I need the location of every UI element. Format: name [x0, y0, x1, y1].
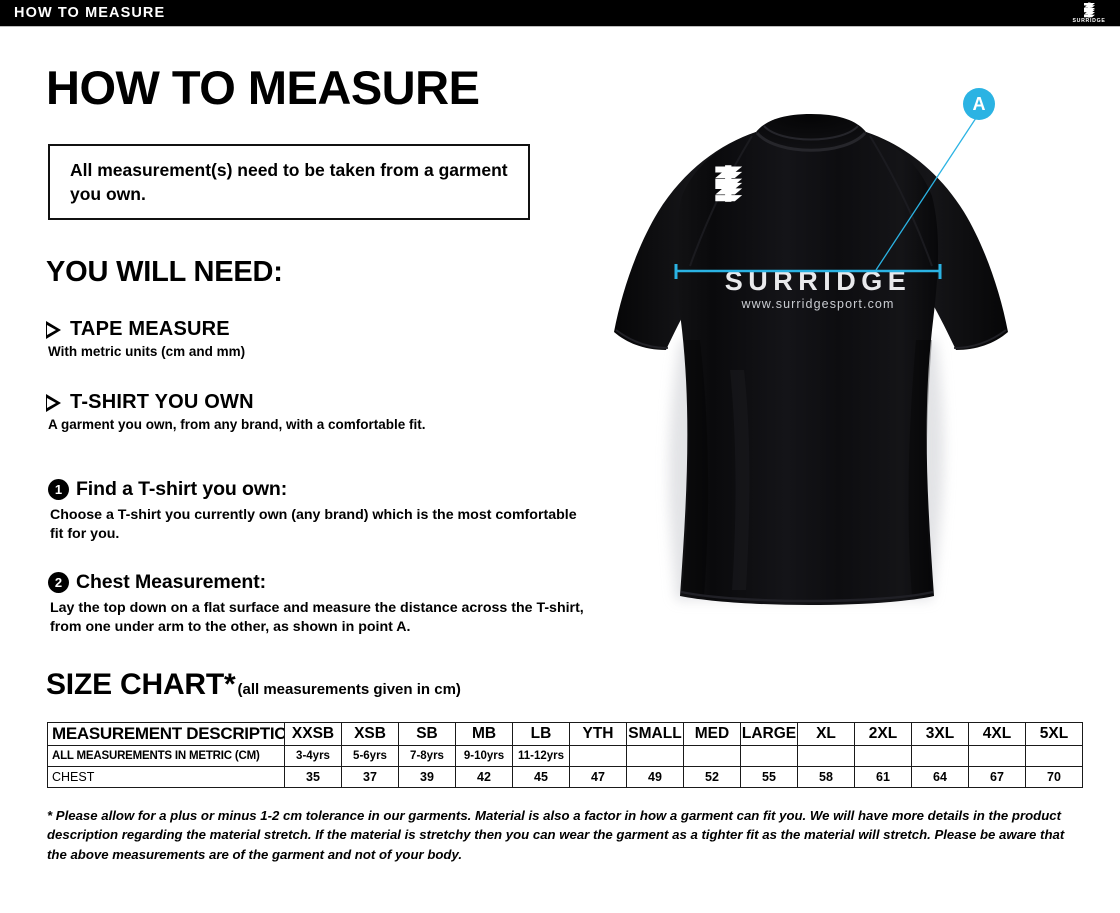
table-cell: 52 — [683, 766, 741, 788]
step-number-badge: 1 — [48, 479, 69, 500]
table-cell: 47 — [569, 766, 627, 788]
size-chart-table: MEASUREMENT DESCRIPTION XXSB XSB SB MB LB YTH S… — [47, 722, 1083, 788]
table-cell — [968, 745, 1026, 767]
table-header-size: 4XL — [968, 722, 1026, 746]
step-number-badge: 2 — [48, 572, 69, 593]
table-row: CHEST 35 37 39 42 45 47 49 52 55 58 61 64 67 70 — [47, 766, 1083, 788]
table-cell: 37 — [341, 766, 399, 788]
table-header-row: MEASUREMENT DESCRIPTION XXSB XSB SB MB LB YTH S… — [47, 722, 1083, 746]
table-cell: 5-6yrs — [341, 745, 399, 767]
step-chest-measurement: 2 Chest Measurement: Lay the top down on… — [48, 571, 588, 636]
chest-print-url: www.surridgesport.com — [741, 297, 895, 311]
table-header-size: 5XL — [1025, 722, 1083, 746]
table-cell: 35 — [284, 766, 342, 788]
table-cell: 42 — [455, 766, 513, 788]
table-header-size: XL — [797, 722, 855, 746]
table-header-size: XXSB — [284, 722, 342, 746]
step-find-tshirt: 1 Find a T-shirt you own: Choose a T-shi… — [48, 478, 588, 543]
table-header-size: YTH — [569, 722, 627, 746]
surridge-s-mark-icon — [715, 165, 743, 202]
table-row-label: CHEST — [47, 766, 285, 788]
table-row: ALL MEASUREMENTS IN METRIC (CM) 3-4yrs 5-6… — [47, 745, 1083, 767]
table-cell: 45 — [512, 766, 570, 788]
table-cell — [854, 745, 912, 767]
need-item-tshirt: T-SHIRT YOU OWN A garment you own, from … — [46, 391, 426, 432]
table-cell: 7-8yrs — [398, 745, 456, 767]
top-bar-title: HOW TO MEASURE — [14, 5, 166, 21]
table-cell: 61 — [854, 766, 912, 788]
table-cell — [569, 745, 627, 767]
tshirt-illustration: SURRIDGE www.surridgesport.com A — [580, 40, 1040, 660]
table-cell — [797, 745, 855, 767]
table-header-size: 3XL — [911, 722, 969, 746]
table-cell — [683, 745, 741, 767]
table-cell: 70 — [1025, 766, 1083, 788]
table-cell — [740, 745, 798, 767]
need-item-tape-measure: TAPE MEASURE With metric units (cm and m… — [46, 318, 245, 359]
step-title: Find a T-shirt you own: — [76, 478, 288, 500]
size-chart-note: (all measurements given in cm) — [237, 681, 461, 698]
need-item-subtitle: With metric units (cm and mm) — [48, 344, 246, 359]
step-body: Choose a T-shirt you currently own (any … — [50, 507, 577, 542]
top-bar: HOW TO MEASURE SURRIDGE — [0, 0, 1120, 27]
table-cell: 9-10yrs — [455, 745, 513, 767]
table-cell: 11-12yrs — [512, 745, 570, 767]
size-chart-heading: SIZE CHART* (all measurements given in c… — [46, 668, 461, 702]
triangle-outline-icon — [46, 393, 61, 412]
table-cell: 39 — [398, 766, 456, 788]
step-title: Chest Measurement: — [76, 571, 267, 593]
page-title: HOW TO MEASURE — [46, 61, 480, 114]
table-cell — [626, 745, 684, 767]
you-will-need-heading: YOU WILL NEED: — [46, 256, 283, 288]
notice-text: All measurement(s) need to be taken from… — [70, 160, 508, 204]
table-cell: 67 — [968, 766, 1026, 788]
table-header-size: MB — [455, 722, 513, 746]
step-body: Lay the top down on a flat surface and m… — [50, 600, 584, 635]
table-row-label: ALL MEASUREMENTS IN METRIC (CM) — [47, 745, 285, 767]
tshirt-graphic — [614, 114, 1008, 605]
size-chart-title: SIZE CHART* — [46, 668, 236, 701]
table-header-size: 2XL — [854, 722, 912, 746]
table-cell: 64 — [911, 766, 969, 788]
table-cell: 3-4yrs — [284, 745, 342, 767]
table-header-size: MED — [683, 722, 741, 746]
chest-measure-annotation — [674, 117, 977, 279]
table-header-size: SB — [398, 722, 456, 746]
surridge-s-mark-icon — [1083, 2, 1095, 18]
triangle-outline-icon — [46, 320, 61, 339]
table-header-description: MEASUREMENT DESCRIPTION — [47, 722, 285, 746]
notice-box: All measurement(s) need to be taken from… — [48, 144, 530, 220]
table-cell — [911, 745, 969, 767]
table-header-size: SMALL — [626, 722, 684, 746]
need-item-title: TAPE MEASURE — [70, 318, 230, 340]
footnote: * Please allow for a plus or minus 1-2 c… — [47, 808, 1065, 862]
need-item-title: T-SHIRT YOU OWN — [70, 391, 254, 413]
table-cell: 55 — [740, 766, 798, 788]
table-header-size: LARGE — [740, 722, 798, 746]
brand-logo-wordmark: SURRIDGE — [1072, 18, 1106, 25]
table-cell: 49 — [626, 766, 684, 788]
callout-marker-a: A — [963, 88, 995, 120]
table-header-size: LB — [512, 722, 570, 746]
table-cell — [1025, 745, 1083, 767]
need-item-subtitle: A garment you own, from any brand, with … — [48, 417, 426, 432]
table-header-size: XSB — [341, 722, 399, 746]
brand-logo: SURRIDGE — [1068, 1, 1110, 26]
table-cell: 58 — [797, 766, 855, 788]
